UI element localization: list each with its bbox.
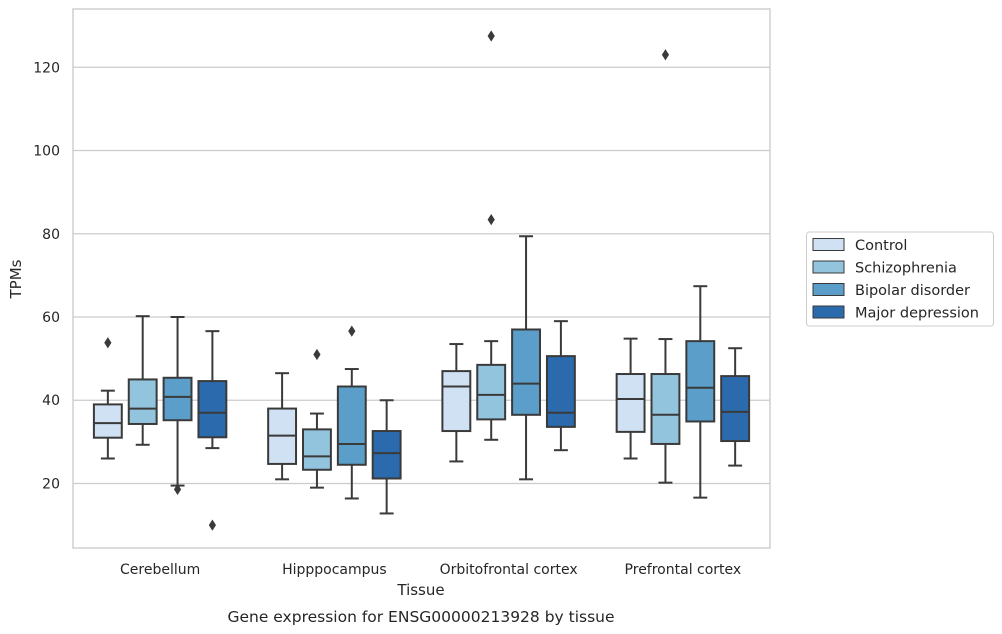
box-0-0 (92, 337, 123, 460)
legend-label: Bipolar disorder (855, 283, 970, 299)
legend-swatch (812, 305, 845, 319)
y-axis-label: TPMs (7, 259, 25, 299)
x-axis-label: Tissue (396, 581, 444, 599)
iqr-box (162, 376, 193, 422)
box-2-0 (441, 343, 472, 463)
legend-label: Major depression (855, 306, 979, 322)
x-tick-label: Cerebellum (120, 562, 200, 578)
outlier-point (487, 213, 495, 226)
box-3-2 (685, 285, 716, 499)
outlier-point (348, 325, 356, 337)
legend: Control Schizophrenia Bipolar disorder Majo… (806, 231, 994, 327)
outlier-point (173, 483, 182, 495)
box-0-2 (162, 316, 193, 495)
iqr-box (685, 340, 716, 423)
iqr-box (720, 375, 751, 443)
iqr-box (441, 370, 472, 433)
iqr-box (545, 355, 576, 428)
legend-label: Schizophrenia (855, 261, 957, 277)
legend-swatch (812, 238, 845, 251)
box-2-2 (511, 235, 541, 481)
iqr-box (511, 328, 541, 416)
outlier-point (208, 519, 216, 531)
box-2-1 (476, 30, 507, 441)
box-1-3 (371, 399, 402, 515)
y-tick-label: 60 (42, 310, 60, 326)
y-tick-labels: 20 40 60 80 100 120 (33, 60, 60, 492)
y-tick-label: 80 (42, 227, 60, 243)
chart-caption: Gene expression for ENSG00000213928 by t… (227, 608, 614, 626)
x-tick-label: Prefrontal cortex (625, 562, 742, 578)
iqr-box (127, 378, 158, 425)
outlier-point (104, 337, 112, 349)
x-tick-labels: Cerebellum Hipppocampus Orbitofrontal cort… (120, 562, 741, 578)
x-tick-label: Orbitofrontal cortex (440, 562, 578, 578)
iqr-box (92, 403, 123, 439)
legend-swatch (812, 283, 845, 296)
box-1-2 (336, 325, 367, 500)
iqr-box (650, 373, 681, 445)
y-tick-label: 20 (42, 476, 60, 492)
legend-label: Control (855, 238, 907, 254)
y-tick-label: 120 (33, 60, 60, 76)
x-tick-label: Hipppocampus (282, 562, 387, 578)
iqr-box (197, 380, 228, 439)
iqr-box (336, 385, 367, 466)
outlier-point (661, 49, 670, 61)
box-1-1 (302, 348, 332, 489)
box-3-0 (615, 337, 646, 460)
iqr-box (476, 363, 507, 421)
box-3-1 (650, 49, 681, 484)
iqr-box (615, 373, 646, 433)
legend-swatch (812, 260, 845, 274)
box-plot-marks (92, 30, 751, 531)
legend-frame (806, 231, 994, 327)
outlier-point (313, 348, 321, 361)
box-0-3 (197, 330, 228, 531)
y-tick-label: 100 (33, 144, 60, 160)
box-3-3 (720, 347, 751, 467)
box-1-0 (267, 372, 298, 481)
iqr-box (371, 430, 402, 480)
plot-frame (72, 8, 771, 549)
y-tick-label: 40 (42, 393, 60, 409)
outlier-point (487, 30, 495, 42)
iqr-box (302, 428, 332, 471)
box-2-3 (545, 320, 576, 452)
box-0-1 (127, 315, 158, 446)
